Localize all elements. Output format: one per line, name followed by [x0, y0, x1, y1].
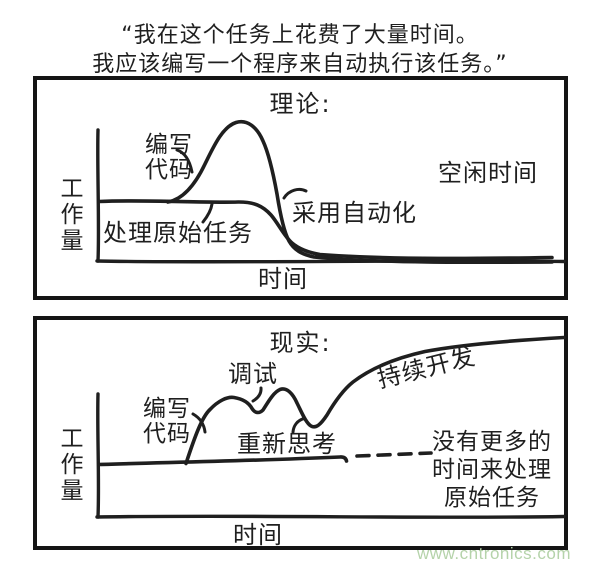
reality-no-time-line3: 原始任务 [444, 485, 540, 511]
theory-original-task-label: 处理原始任务 [103, 219, 253, 247]
theory-writing-code-line1: 编写 [145, 132, 193, 158]
theory-title: 理论: [269, 90, 332, 118]
theory-writing-code-line2: 代码 [145, 157, 193, 183]
reality-no-time-line1: 没有更多的 [432, 429, 552, 455]
reality-x-axis-label: 时间 [233, 521, 283, 549]
reality-debugging-label: 调试 [228, 360, 278, 388]
reality-no-time-label: 没有更多的 时间来处理 原始任务 [428, 428, 556, 512]
caption-line-1: “我在这个任务上花费了大量时间。 [121, 23, 479, 48]
reality-no-time-line2: 时间来处理 [432, 457, 552, 483]
theory-y-axis-label: 工作量 [56, 176, 82, 254]
theory-x-axis-label: 时间 [258, 265, 308, 293]
theory-free-time-label: 空闲时间 [438, 159, 538, 187]
reality-writing-code-label: 编写 代码 [143, 397, 191, 447]
reality-writing-code-line1: 编写 [143, 396, 191, 422]
watermark-link[interactable]: www.cntronics.com [417, 544, 571, 563]
reality-title: 现实: [269, 329, 332, 357]
theory-writing-code-label: 编写 代码 [145, 133, 193, 183]
reality-writing-code-line2: 代码 [143, 421, 191, 447]
reality-rethinking-label: 重新思考 [237, 430, 337, 458]
caption-line-2: 我应该编写一个程序来自动执行该任务。” [92, 52, 508, 77]
theory-automation-label: 采用自动化 [292, 199, 417, 227]
reality-y-axis-label: 工作量 [56, 426, 82, 504]
